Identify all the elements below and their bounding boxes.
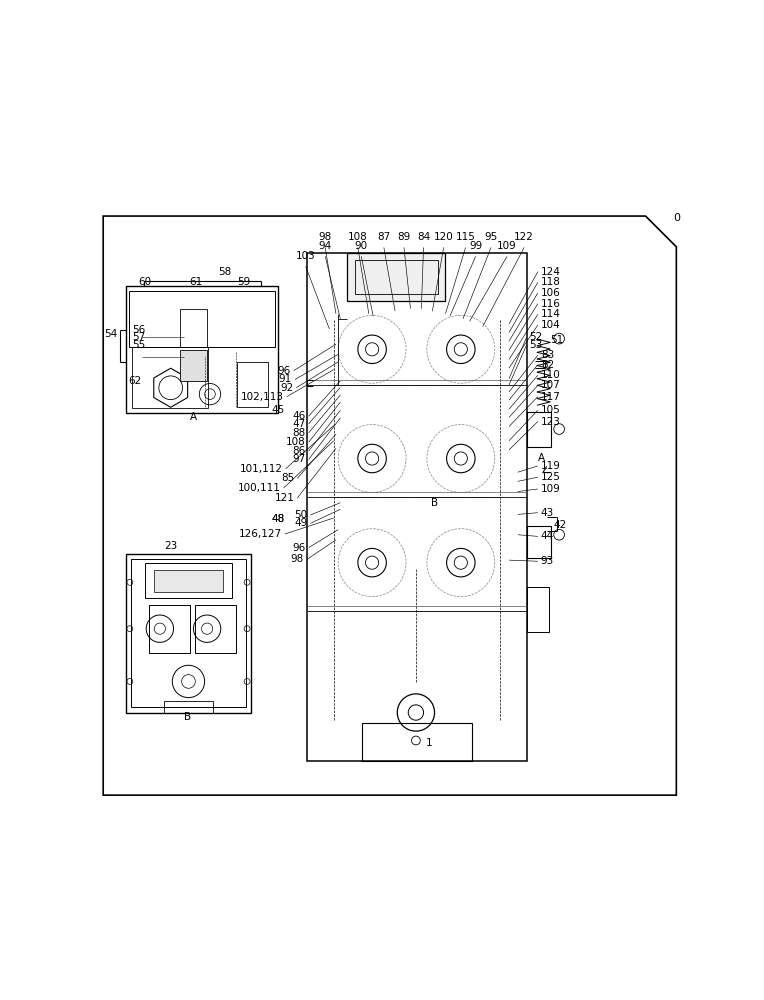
Bar (238, 362, 268, 407)
Bar (180, 309, 207, 347)
Text: 100,111: 100,111 (238, 483, 281, 493)
Text: 47: 47 (293, 419, 306, 429)
Text: 44: 44 (541, 531, 554, 541)
Text: 98: 98 (319, 232, 332, 242)
Text: 93: 93 (541, 556, 554, 566)
Text: 57: 57 (132, 332, 145, 342)
Bar (129, 291, 276, 347)
Text: 96: 96 (293, 543, 306, 553)
Text: 104: 104 (541, 320, 561, 330)
Text: 107: 107 (541, 380, 561, 390)
Text: A: A (539, 453, 545, 463)
Bar (131, 559, 246, 707)
Text: 82: 82 (541, 360, 554, 370)
Bar (354, 260, 438, 294)
Text: B: B (431, 498, 438, 508)
Text: 23: 23 (165, 541, 178, 551)
Text: 123: 123 (541, 417, 561, 427)
Text: 121: 121 (274, 493, 294, 503)
Text: 91: 91 (279, 374, 292, 384)
Text: 86: 86 (293, 446, 306, 456)
Text: 106: 106 (541, 288, 561, 298)
Text: 108: 108 (286, 437, 306, 447)
Text: 101,112: 101,112 (240, 464, 283, 474)
Text: 117: 117 (541, 392, 561, 402)
Text: 92: 92 (280, 383, 293, 393)
Text: 109: 109 (541, 484, 561, 494)
Text: 84: 84 (417, 232, 430, 242)
Text: 87: 87 (377, 232, 390, 242)
Text: 83: 83 (541, 350, 554, 360)
Bar (195, 605, 236, 653)
Text: 120: 120 (434, 232, 454, 242)
Bar (149, 605, 189, 653)
Bar (145, 563, 232, 598)
Bar (347, 253, 445, 301)
Bar (126, 286, 278, 413)
Bar (526, 526, 552, 558)
Bar (526, 587, 549, 632)
Text: 118: 118 (541, 277, 561, 287)
Text: 43: 43 (541, 508, 554, 518)
Text: 53: 53 (529, 340, 542, 350)
Text: 102,113: 102,113 (241, 392, 283, 402)
Text: 42: 42 (553, 520, 566, 530)
Text: 85: 85 (281, 473, 294, 483)
Text: 108: 108 (348, 232, 367, 242)
Text: 62: 62 (128, 376, 142, 386)
Text: 114: 114 (541, 309, 561, 319)
Text: 45: 45 (272, 405, 285, 415)
Text: 94: 94 (319, 241, 332, 251)
Bar (132, 347, 209, 408)
Text: 115: 115 (455, 232, 475, 242)
Text: 122: 122 (514, 232, 534, 242)
Text: 55: 55 (132, 340, 145, 350)
Text: 110: 110 (541, 370, 561, 380)
Bar (126, 554, 251, 713)
Text: 126,127: 126,127 (239, 529, 282, 539)
Text: 90: 90 (354, 241, 368, 251)
Text: 103: 103 (296, 251, 316, 261)
Text: 98: 98 (290, 554, 304, 564)
Text: 89: 89 (397, 232, 410, 242)
Text: 1: 1 (426, 738, 432, 748)
Bar (163, 701, 213, 713)
Text: 99: 99 (469, 241, 482, 251)
Text: 97: 97 (293, 454, 306, 464)
Text: 59: 59 (237, 277, 250, 287)
Bar (307, 253, 526, 761)
Text: 95: 95 (484, 232, 497, 242)
Text: 51: 51 (550, 335, 564, 345)
Text: B: B (183, 712, 191, 722)
Text: 54: 54 (104, 329, 118, 339)
Bar (526, 412, 552, 447)
Text: 119: 119 (541, 461, 561, 471)
Text: 88: 88 (293, 428, 306, 438)
Text: 125: 125 (541, 472, 561, 482)
Text: 61: 61 (189, 277, 202, 287)
Text: 0: 0 (673, 213, 681, 223)
Text: 105: 105 (541, 405, 561, 415)
Text: 60: 60 (138, 277, 151, 287)
Text: 48: 48 (272, 514, 285, 524)
Text: 50: 50 (294, 510, 307, 520)
Text: 52: 52 (529, 332, 542, 342)
Text: 46: 46 (293, 411, 306, 421)
Text: 124: 124 (541, 267, 561, 277)
Text: A: A (189, 412, 197, 422)
Bar (180, 350, 207, 381)
Bar (362, 723, 472, 761)
Text: 96: 96 (277, 366, 291, 376)
Text: 56: 56 (132, 325, 145, 335)
Text: 109: 109 (497, 241, 517, 251)
Text: 49: 49 (294, 518, 307, 528)
Bar (154, 570, 223, 592)
Text: 116: 116 (541, 299, 561, 309)
Text: 58: 58 (218, 267, 231, 277)
Text: 48: 48 (272, 514, 285, 524)
